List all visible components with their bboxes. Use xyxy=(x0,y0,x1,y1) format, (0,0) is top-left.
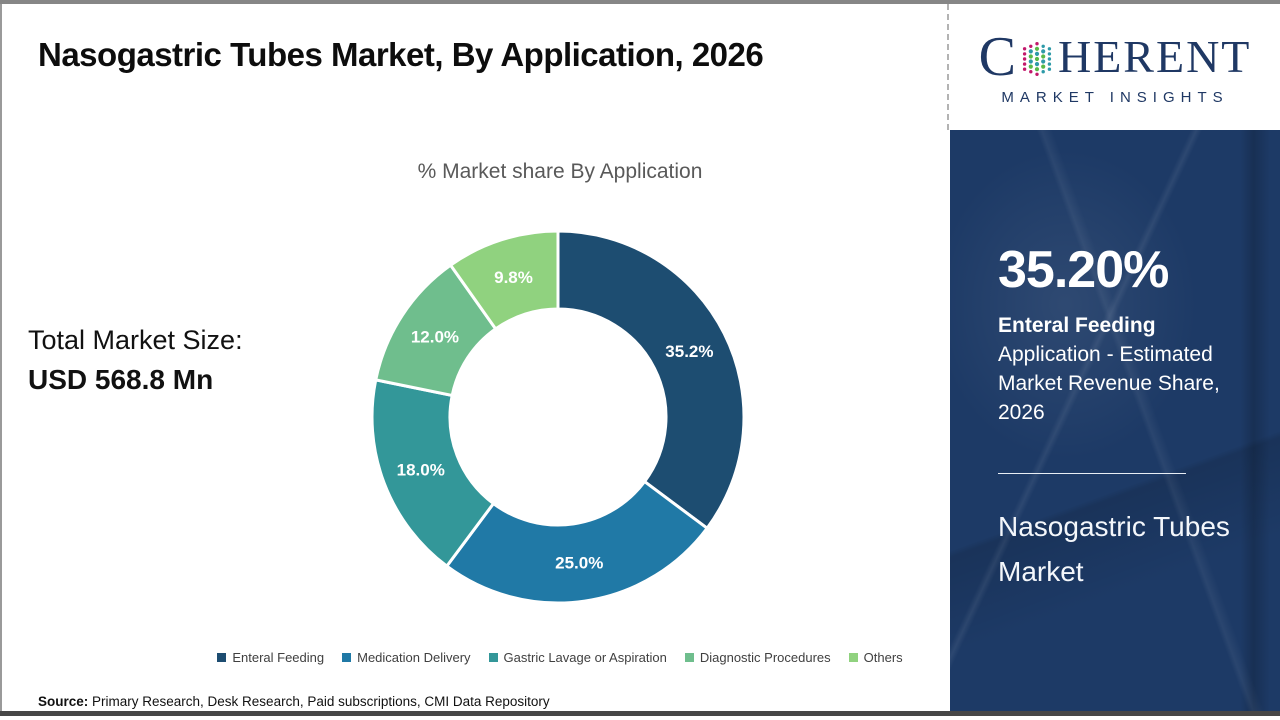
donut-chart: 35.2% 25.0% 18.0% 12.0% 9.8% xyxy=(358,217,758,617)
total-market-value: USD 568.8 Mn xyxy=(28,364,214,395)
highlight-percentage: 35.20% xyxy=(998,241,1169,299)
logo-dashed-divider xyxy=(947,4,949,130)
page-title: Nasogastric Tubes Market, By Application… xyxy=(38,36,764,73)
report-title: Nasogastric Tubes Market xyxy=(998,511,1230,587)
legend-label: Diagnostic Procedures xyxy=(699,650,831,665)
sidebar-map-texture xyxy=(950,130,1280,711)
highlight-description: Application - Estimated Market Revenue S… xyxy=(998,343,1220,424)
total-market-label: Total Market Size: xyxy=(28,325,243,355)
brand-logo-letter-c: C xyxy=(978,25,1016,88)
donut-segment-others xyxy=(448,229,560,331)
source-line: Source: Primary Research, Desk Research,… xyxy=(38,694,550,709)
legend-item-enteral-feeding: Enteral Feeding xyxy=(217,650,324,665)
top-frame-bar xyxy=(0,0,1280,4)
total-market-block: Total Market Size: USD 568.8 Mn xyxy=(28,325,243,396)
left-frame-edge xyxy=(0,4,2,711)
legend-label: Enteral Feeding xyxy=(232,650,325,665)
donut-segment-enteral-feeding xyxy=(556,229,746,531)
legend-swatch-icon xyxy=(684,653,694,662)
legend-item-medication-delivery: Medication Delivery xyxy=(342,650,471,665)
legend-item-others: Others xyxy=(848,650,903,665)
source-text: Primary Research, Desk Research, Paid su… xyxy=(88,694,550,709)
brand-logo-letters: HERENT xyxy=(1057,30,1252,82)
right-sidebar: 35.20% Enteral Feeding Application - Est… xyxy=(950,130,1280,711)
chart-legend: Enteral Feeding Medication Delivery Gastri… xyxy=(170,650,950,665)
legend-item-diagnostic-procedures: Diagnostic Procedures xyxy=(684,650,831,665)
slice-label: 35.2% xyxy=(665,342,713,361)
slice-label: 9.8% xyxy=(494,268,533,287)
legend-label: Medication Delivery xyxy=(357,650,471,665)
globe-dots-icon xyxy=(1022,41,1052,76)
sidebar-content: 35.20% Enteral Feeding Application - Est… xyxy=(950,130,1280,594)
legend-label: Others xyxy=(863,650,903,665)
bottom-frame-bar xyxy=(0,711,1280,716)
brand-logo-tagline: MARKET INSIGHTS xyxy=(1001,88,1229,106)
legend-swatch-icon xyxy=(217,653,227,662)
source-label: Source: xyxy=(38,694,89,709)
slice-label: 25.0% xyxy=(555,554,603,573)
legend-item-gastric-lavage-or-aspiration: Gastric Lavage or Aspiration xyxy=(488,650,667,665)
chart-title: % Market share By Application xyxy=(417,160,703,183)
legend-swatch-icon xyxy=(342,653,352,662)
brand-logo-wordmark: C HERENT xyxy=(979,29,1252,85)
slice-label: 18.0% xyxy=(397,460,445,479)
legend-swatch-icon xyxy=(848,653,858,662)
brand-logo: C HERENT MARKET INSIGHTS xyxy=(950,4,1280,130)
legend-label: Gastric Lavage or Aspiration xyxy=(503,650,667,665)
highlight-segment-name: Enteral Feeding xyxy=(998,314,1156,337)
slice-label: 12.0% xyxy=(411,328,459,347)
donut-segment-medication-delivery xyxy=(444,479,710,605)
legend-swatch-icon xyxy=(488,653,498,662)
sidebar-divider-line xyxy=(998,473,1186,474)
